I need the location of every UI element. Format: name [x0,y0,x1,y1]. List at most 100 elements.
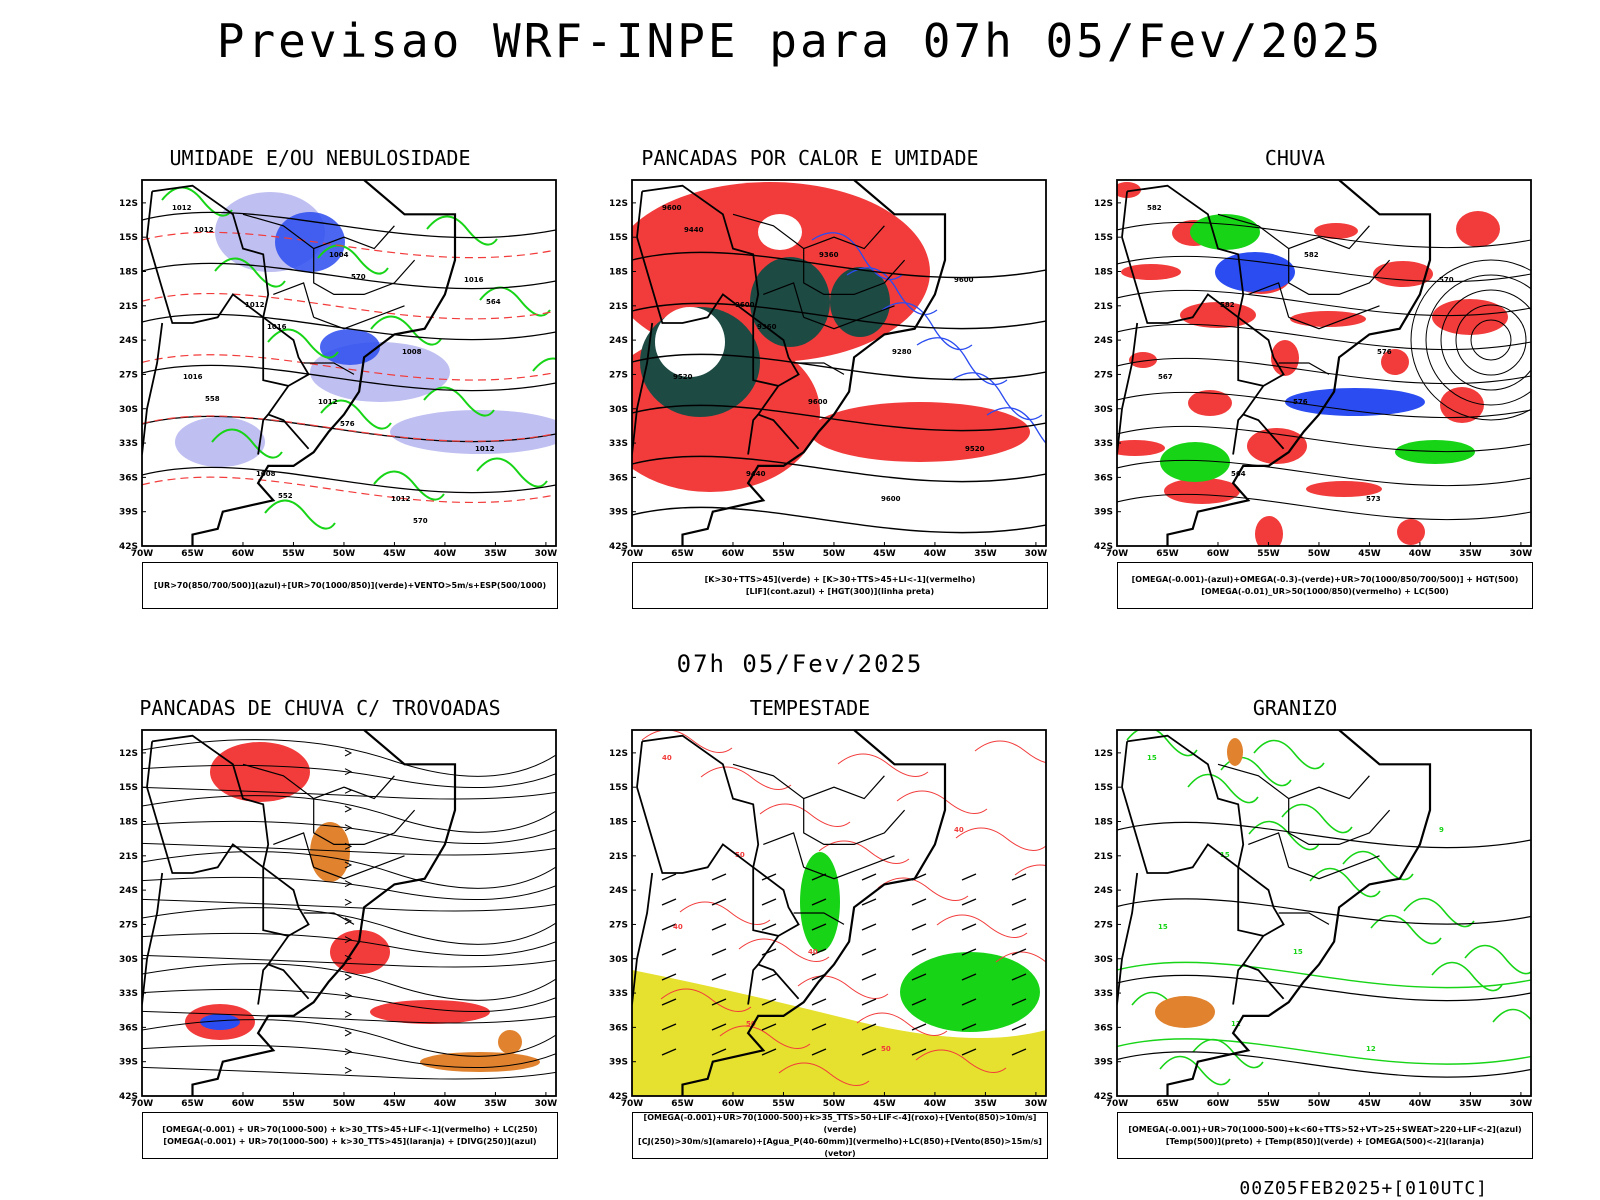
streamline [142,795,556,833]
contour-label: 576 [1293,398,1308,406]
lon-label: 60W [232,1099,255,1109]
streamline [142,842,556,856]
contour-label: 582 [1147,204,1162,212]
lat-label: 33S [1094,439,1113,449]
streamline [142,932,556,957]
lat-label: 33S [1094,989,1113,999]
height-contour [1410,259,1531,421]
legend-line: [CJ(250)>30m/s](amarelo)+[Agua_P(40-60mm… [638,1136,1042,1158]
wind-vector [661,998,677,1006]
wind-vector [861,998,877,1006]
omega500-area [1155,996,1215,1028]
temp850-contour [1492,1008,1531,1023]
streamline-arrow [344,1010,353,1018]
water-contour [641,730,733,753]
contour-label: 576 [1377,348,1392,356]
lon-label: 30W [535,549,558,559]
contour-label: 15 [1293,948,1303,956]
temp850-contour [1126,730,1198,757]
state-border [793,912,845,925]
height-contour [1470,319,1512,361]
country-border [1237,867,1264,937]
lon-label: 70W [621,549,644,559]
legend-box: [K>30+TTS>45](verde) + [K>30+TTS>45+LI<-… [632,562,1048,609]
map-layer: 9600 9600 9600 9600 9600 9520 9440 9360 9280 9520… [632,180,1046,546]
streamline-arrow [344,805,353,813]
humidity-contour [264,499,336,530]
contour-label: 1016 [183,373,203,381]
country-border [747,963,759,1005]
wind-vector [711,873,727,881]
contour-line [1117,961,1531,989]
contour-label: 1012 [172,204,192,212]
water-contour [1014,864,1046,876]
streamline-arrow [344,880,353,888]
map-umidade: 1012 1012 1012 1012 1016 1016 1008 1004 1008 1012… [119,179,558,559]
state-border [242,213,395,250]
lat-label: 18S [1094,268,1113,278]
contour-line [632,455,1046,483]
water-contour [719,1025,811,1049]
contour-label: 570 [351,273,366,281]
wind-vector [711,973,727,981]
rain-area [1456,211,1500,247]
lon-label: 40W [434,549,457,559]
rain-area [1255,516,1283,546]
lon-label: 40W [1409,549,1432,559]
humidity-area [390,410,556,454]
lat-label: 36S [609,1023,628,1033]
water-contour [778,1062,870,1086]
contour-line [142,354,556,381]
temp850-contour [1159,1055,1231,1086]
lon-label: 35W [484,1099,507,1109]
humidity-contour [320,399,392,430]
contour-label: 50 [881,1045,891,1053]
lat-label: 18S [119,268,138,278]
contour-line [632,302,1046,330]
contour-label: 40 [673,923,683,931]
contour-line [142,415,556,442]
panel-title: PANCADAS DE CHUVA C/ TROVOADAS [139,696,501,720]
contour-label: 1012 [318,398,338,406]
lat-label: 39S [609,1058,628,1068]
lat-label: 24S [119,336,138,346]
contour-label: 576 [340,420,355,428]
temp850-contour [1192,1038,1264,1069]
rain-area [1432,299,1508,335]
lon-label: 50W [823,549,846,559]
water-contour [955,827,1046,851]
lat-label: 21S [609,302,628,312]
contour-label: 9600 [881,495,901,503]
contour-label: 9440 [684,226,704,234]
streamline [142,988,556,1013]
water-contour [818,840,910,864]
lon-label: 55W [772,549,795,559]
contour-line [142,231,556,259]
omega-area [1215,252,1295,292]
temp850-contour [1403,897,1475,928]
legend-line: [Temp(500)](preto) + [Temp(850)](verde) … [1165,1136,1485,1146]
streamline [142,876,556,901]
lon-label: 60W [1207,549,1230,559]
lon-label: 35W [974,549,997,559]
streamline-arrow [344,824,353,832]
humidity-contour [532,357,556,372]
humidity-area [175,417,265,467]
wind-vector [961,873,977,881]
clear-area [655,307,725,377]
rain-area [1397,519,1425,545]
wind-vector [911,973,927,981]
lat-label: 18S [609,818,628,828]
wind-vector [861,873,877,881]
contour-label: 582 [1220,301,1235,309]
water-contour [660,988,752,1012]
contour-label: 567 [1158,373,1173,381]
lon-label: 60W [232,549,255,559]
contour-line [1117,1051,1531,1078]
contour-line [142,313,556,341]
lat-label: 30S [119,405,138,415]
contour-line [1117,323,1531,351]
wind-vector [1011,948,1027,956]
lon-label: 70W [131,549,154,559]
